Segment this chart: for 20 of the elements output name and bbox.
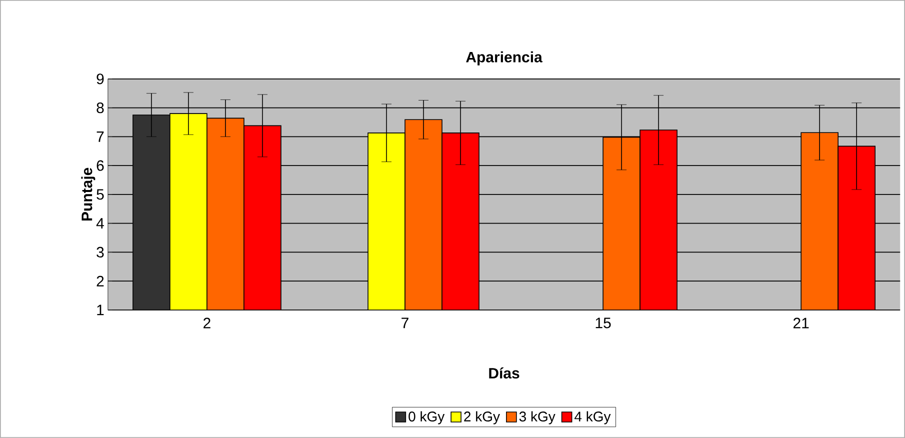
y-tick-label: 2 [96, 276, 104, 286]
y-axis-title: Puntaje [81, 168, 96, 221]
y-tick-label: 4 [96, 218, 104, 229]
x-tick-label: 15 [596, 318, 611, 328]
legend-label: 2 kGy [464, 411, 500, 424]
y-tick-label: 6 [96, 160, 104, 171]
y-tick-label: 1 [97, 304, 104, 316]
x-tick-label: 2 [204, 318, 210, 328]
legend-label: 3 kGy [519, 411, 556, 424]
x-axis-title: Días [489, 367, 520, 379]
legend-label: 4 kGy [574, 411, 611, 424]
y-tick-label: 5 [96, 189, 104, 200]
y-tick-label: 8 [96, 102, 104, 114]
y-tick-label: 9 [96, 74, 104, 84]
x-tick-label: 7 [402, 318, 408, 328]
y-tick-label: 3 [96, 246, 104, 258]
x-tick-label: 21 [793, 318, 809, 328]
legend-label: 0 kGy [408, 411, 445, 424]
chart-title: Apariencia [466, 51, 542, 66]
y-tick-label: 7 [96, 132, 104, 142]
